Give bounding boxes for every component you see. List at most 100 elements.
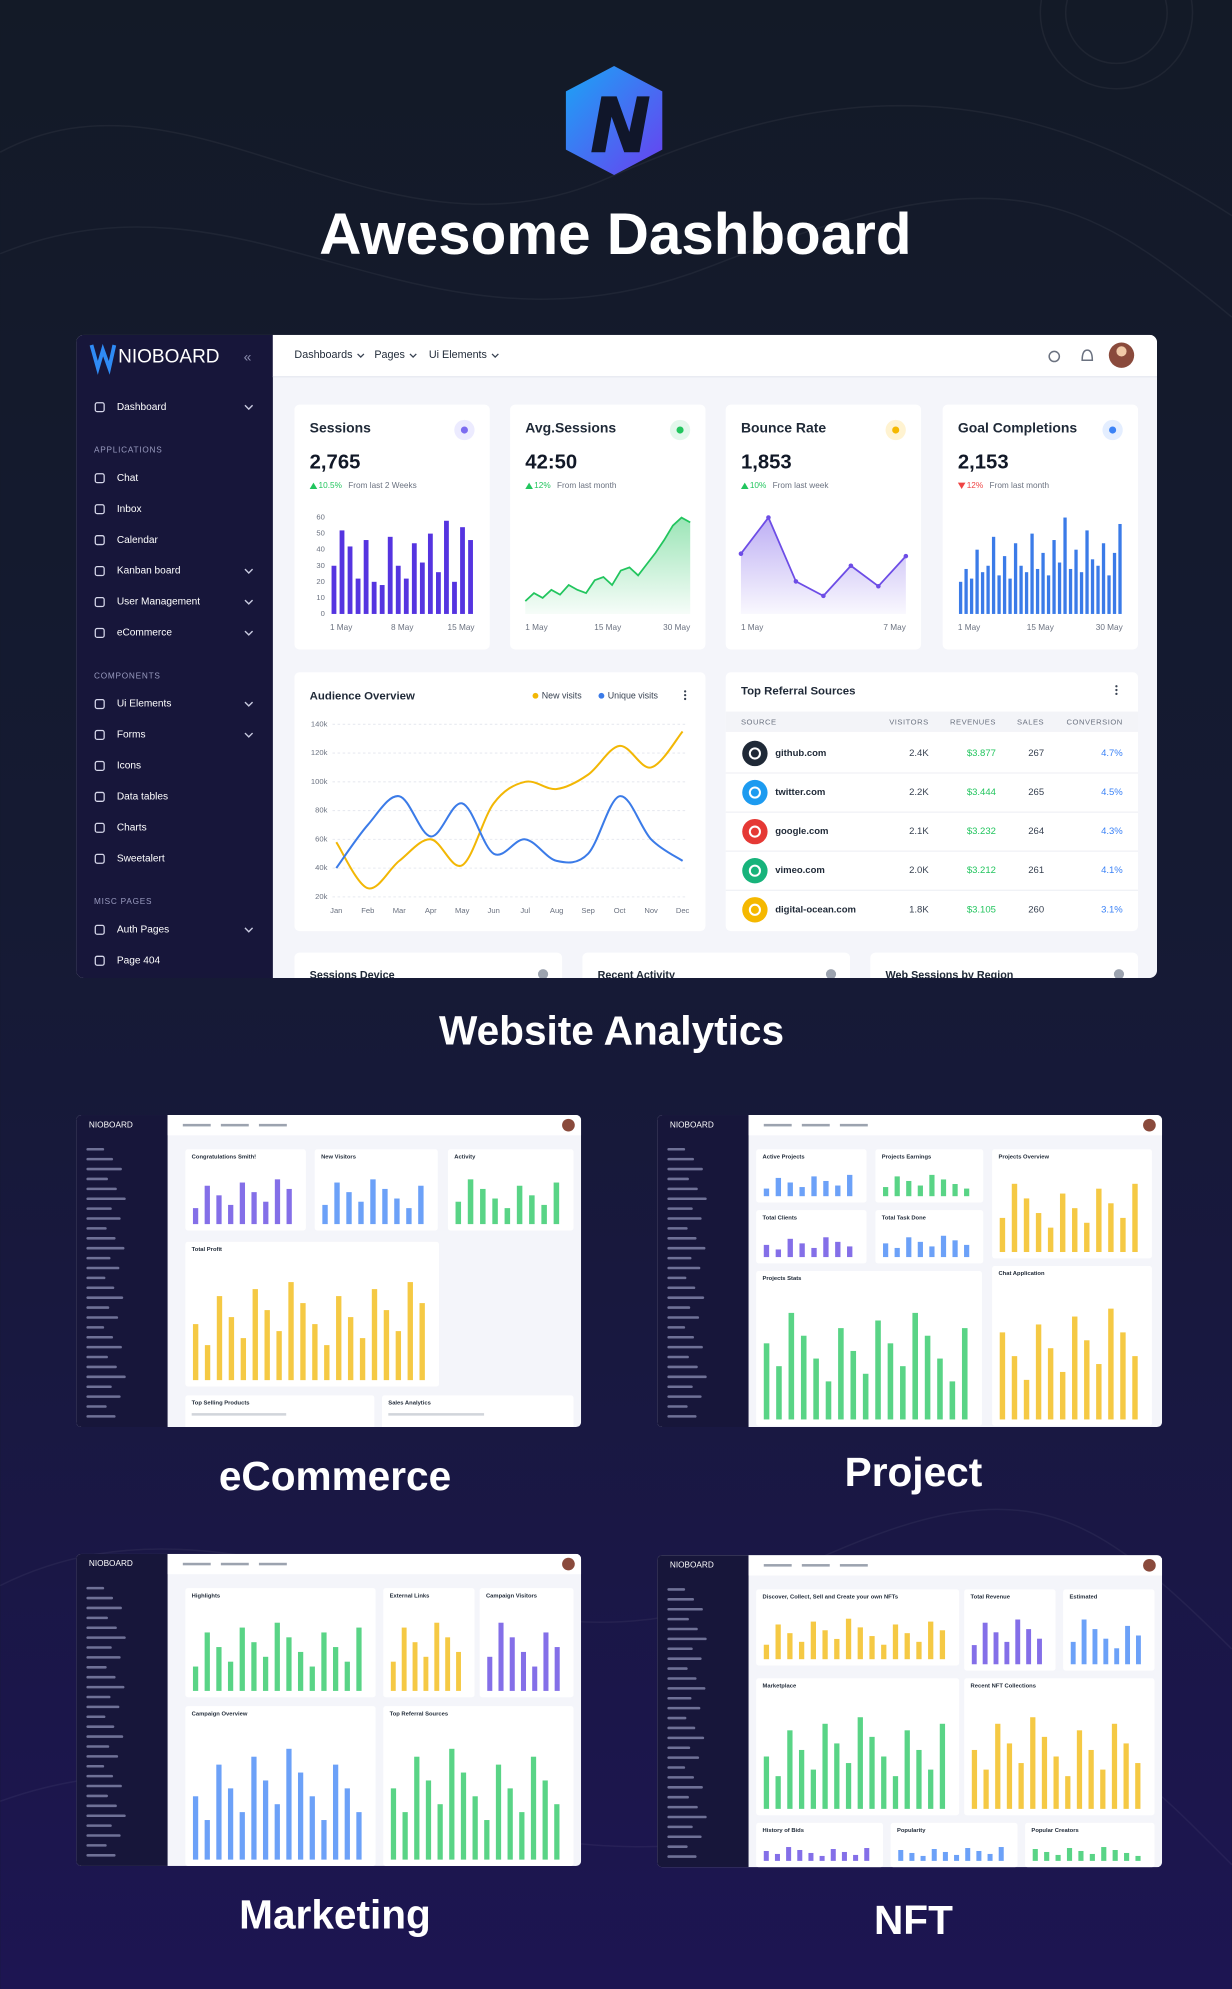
preview-deco-bar — [912, 1312, 918, 1420]
sidebar-item[interactable]: Page 404 — [117, 955, 161, 966]
mini-bar — [1068, 568, 1073, 614]
preview-deco-bar — [1044, 1851, 1050, 1861]
sidebar-item[interactable]: Dashboard — [117, 402, 167, 413]
preview-menu-line — [86, 1626, 117, 1630]
sidebar-item[interactable]: Data tables — [117, 792, 168, 803]
preview-deco-bar — [1006, 1743, 1013, 1809]
top-nav-item[interactable]: Ui Elements — [429, 349, 487, 361]
sidebar-item[interactable]: Calendar — [117, 535, 159, 546]
sidebar-item[interactable]: Icons — [117, 761, 141, 772]
preview-deco-bar — [460, 1772, 467, 1860]
bell-icon[interactable] — [1081, 349, 1094, 362]
preview-menu-line — [86, 1395, 121, 1398]
collapse-icon[interactable]: « — [244, 348, 252, 364]
preview-deco-bar — [412, 1642, 418, 1691]
preview-3: NIOBOARD Discover, Collect, Sell and Crea… — [657, 1555, 1163, 1868]
search-icon[interactable] — [1048, 350, 1061, 363]
preview-deco-bar — [937, 1358, 943, 1420]
top-nav-item[interactable]: Pages — [374, 349, 405, 361]
preview-card-title: Estimated — [1069, 1595, 1097, 1601]
sidebar-item[interactable]: Ui Elements — [117, 699, 172, 710]
preview-menu-line — [86, 1695, 111, 1699]
preview-brand: NIOBOARD — [89, 1120, 133, 1129]
sidebar-item[interactable]: eCommerce — [117, 628, 173, 639]
preview-menu-line — [86, 1147, 105, 1151]
preview-deco-bar — [356, 1812, 362, 1860]
preview-nav-line — [220, 1123, 249, 1127]
sidebar-item[interactable]: Charts — [117, 822, 147, 833]
x-tick-label: Dec — [676, 906, 690, 915]
preview-deco-bar — [1092, 1629, 1098, 1665]
preview-card-title: Total Clients — [763, 1215, 798, 1221]
source-icon-glyph — [748, 747, 761, 760]
preview-deco-bar — [390, 1661, 396, 1691]
sidebar-item[interactable]: Sweetalert — [117, 853, 165, 864]
preview-card-title: Chat Application — [998, 1271, 1045, 1277]
table-cell: $3.212 — [967, 865, 996, 876]
preview-deco-bar — [798, 1641, 805, 1660]
preview-deco-bar — [1078, 1850, 1084, 1861]
preview-deco-bar — [286, 1637, 292, 1691]
preview-deco-bar — [971, 1749, 978, 1809]
table-cell: vimeo.com — [775, 865, 825, 876]
sidebar-icon — [94, 853, 105, 864]
preview-deco-bar — [887, 1343, 894, 1420]
preview-card-title: History of Bids — [763, 1828, 804, 1834]
preview-deco-bar — [916, 1641, 922, 1660]
preview-topbar — [167, 1553, 582, 1575]
preview-card-title: Total Revenue — [971, 1595, 1011, 1601]
preview-menu-line — [667, 1766, 686, 1769]
preview-sidebar — [657, 1115, 749, 1428]
sidebar-item[interactable]: Kanban board — [117, 566, 181, 577]
top-nav-item[interactable]: Dashboards — [294, 349, 352, 361]
sidebar-item[interactable]: Forms — [117, 730, 146, 741]
preview-label: eCommerce — [219, 1453, 451, 1499]
preview-deco-bar — [371, 1289, 378, 1381]
sidebar-icon — [94, 760, 105, 771]
preview-deco-bar — [332, 1764, 339, 1860]
preview-deco-bar — [216, 1296, 223, 1381]
bottom-card — [870, 952, 1138, 979]
preview-menu-line — [86, 1335, 114, 1339]
sidebar-item[interactable]: Auth Pages — [117, 924, 169, 935]
preview-menu-line — [667, 1696, 692, 1700]
mini-bar — [436, 572, 441, 614]
mini-bar — [1008, 578, 1012, 614]
preview-deco-bar — [763, 1756, 770, 1809]
preview-deco-bar — [288, 1282, 294, 1381]
column-header: SOURCE — [741, 717, 777, 726]
sidebar-icon — [94, 535, 105, 546]
preview-card-title: Discover, Collect, Sell and Create your … — [763, 1595, 899, 1601]
mini-point — [766, 515, 771, 520]
card-badge-dot — [1109, 426, 1117, 434]
preview-deco-bar — [192, 1208, 199, 1225]
table-cell: 1.8K — [909, 904, 929, 915]
preview-menu-line — [667, 1187, 698, 1191]
card-value: 2,153 — [958, 451, 1009, 473]
more-dot — [683, 693, 687, 697]
preview-deco-bar — [1081, 1619, 1087, 1665]
preview-deco-bar — [763, 1644, 770, 1660]
audience-card — [294, 672, 706, 932]
preview-0: NIOBOARD Congratulations Smith! New Visito… — [76, 1115, 582, 1428]
mini-bar — [460, 527, 465, 614]
sidebar-item[interactable]: Inbox — [117, 504, 142, 515]
column-header: REVENUES — [950, 717, 996, 726]
sidebar-item[interactable]: User Management — [117, 597, 200, 608]
mini-bar — [1052, 540, 1056, 614]
mini-bar — [444, 520, 449, 614]
preview-deco-bar — [467, 1179, 474, 1225]
preview-deco-bar — [864, 1848, 870, 1861]
nav-caret — [491, 353, 499, 358]
mini-y-tick: 60 — [316, 513, 324, 522]
preview-nav-line — [839, 1123, 868, 1127]
mini-x-label: 1 May — [330, 623, 353, 632]
preview-deco-bar — [906, 1237, 912, 1258]
preview-nav-line — [801, 1123, 830, 1127]
sidebar-item[interactable]: Chat — [117, 473, 139, 484]
trend-arrow — [957, 482, 966, 490]
preview-deco-bar — [423, 1656, 429, 1691]
preview-menu-line — [667, 1177, 689, 1181]
x-tick-label: Apr — [425, 906, 437, 915]
preview-deco-bar — [823, 1237, 829, 1258]
